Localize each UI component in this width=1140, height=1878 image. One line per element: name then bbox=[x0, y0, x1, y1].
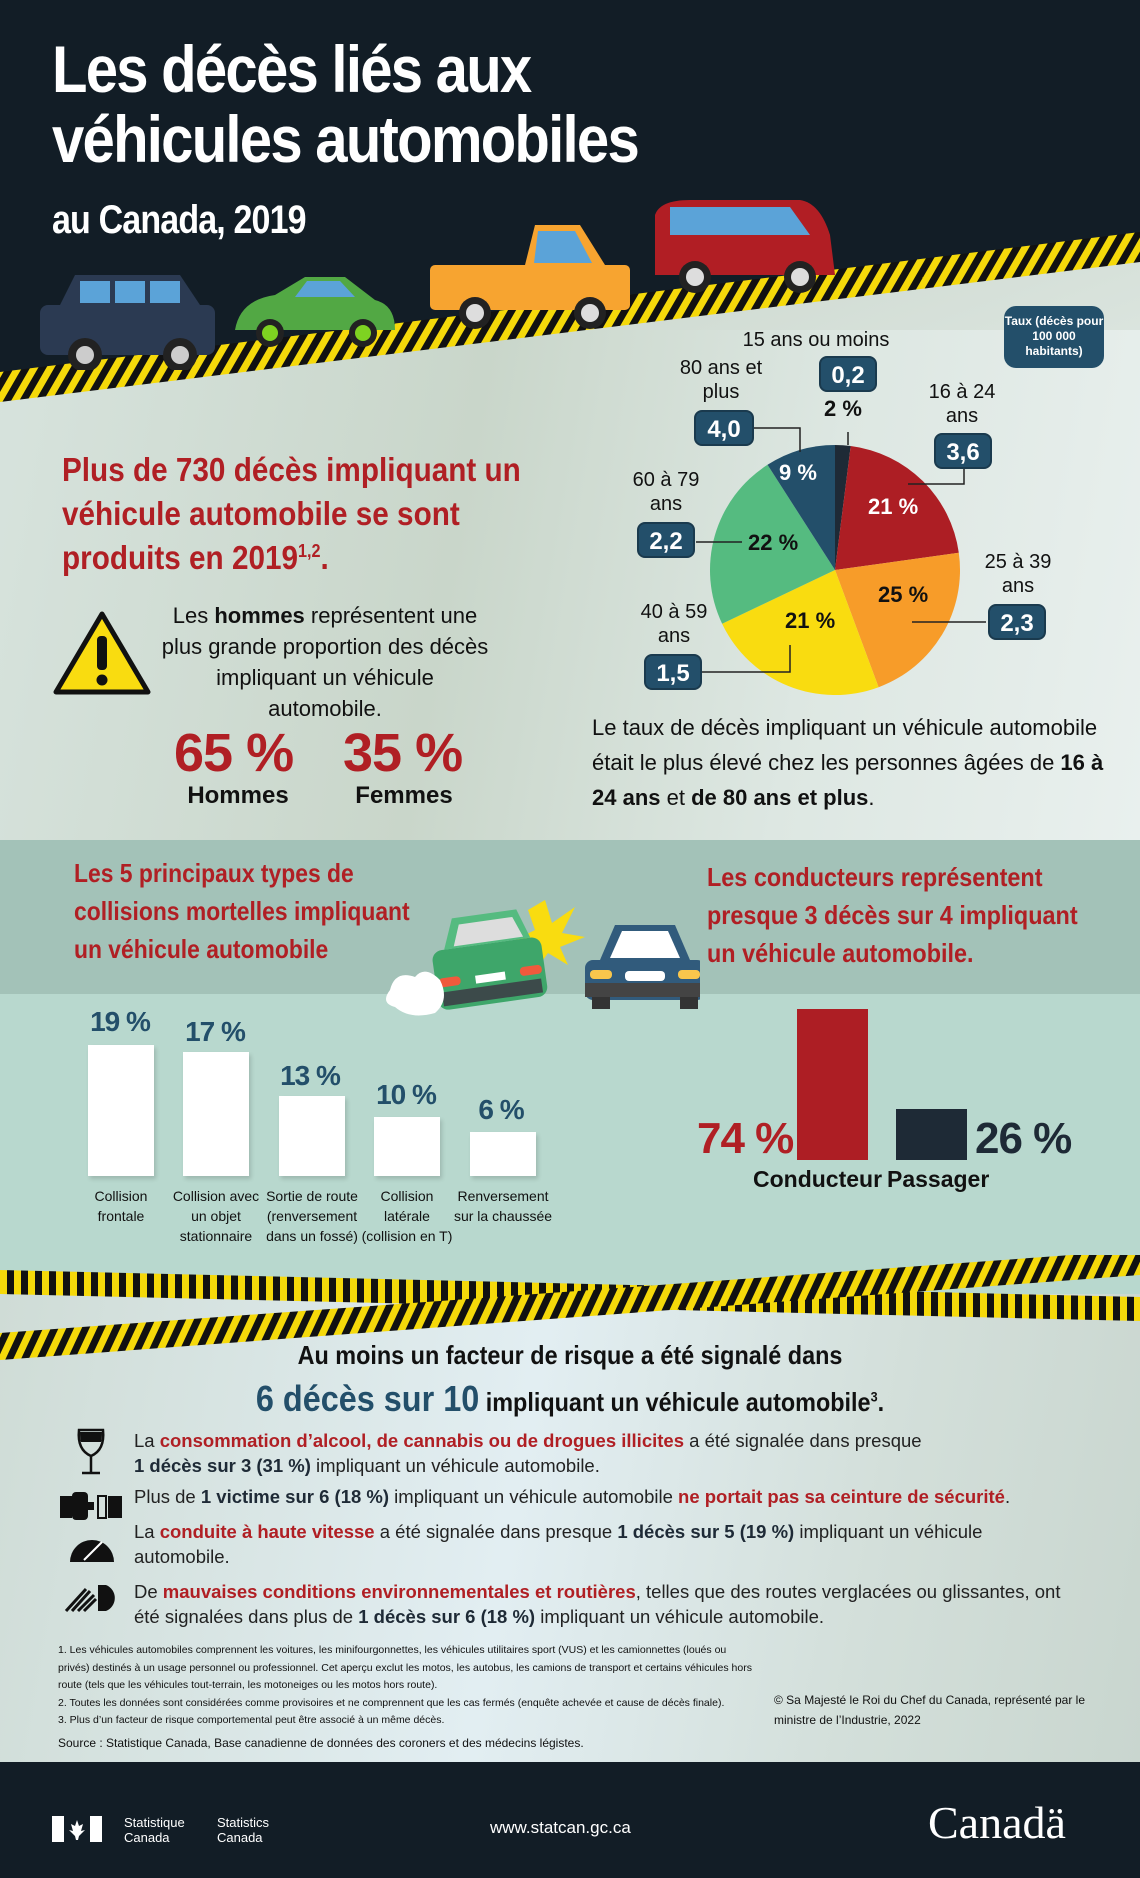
title-line-2: véhicules automobiles bbox=[52, 102, 640, 176]
collision-bar-2 bbox=[183, 1052, 249, 1176]
driver-bar bbox=[797, 1009, 868, 1160]
title-line-1: Les décès liés aux bbox=[52, 32, 532, 106]
minivan-icon bbox=[655, 200, 835, 293]
age-label-15-under: 15 ans ou moins bbox=[742, 329, 890, 351]
smoke-icon bbox=[386, 971, 444, 1016]
rate-box-25-39: 2,3 bbox=[988, 604, 1046, 640]
collision-pct-2: 17 % bbox=[185, 1016, 246, 1047]
passenger-percentage: 26 % bbox=[975, 1114, 1072, 1163]
impact-star-icon bbox=[515, 900, 585, 967]
caution-tape bbox=[0, 1255, 1140, 1360]
collision-label-1: Collision frontale bbox=[94, 1188, 148, 1224]
risk-heading-line-2: 6 décès sur 10 impliquant un véhicule au… bbox=[255, 1378, 885, 1419]
suv-icon bbox=[40, 275, 215, 370]
women-percentage: 35 % bbox=[343, 723, 463, 783]
collision-label-4: Collision latérale (collision en T) bbox=[361, 1188, 453, 1244]
footnote-1: 1. Les véhicules automobiles comprennent… bbox=[58, 1644, 752, 1691]
copyright-note: © Sa Majesté le Roi du Chef du Canada, r… bbox=[774, 1693, 1086, 1727]
passenger-bar bbox=[896, 1109, 967, 1160]
rate-box-40-59: 1,5 bbox=[644, 654, 702, 690]
women-label: Femmes bbox=[355, 782, 453, 809]
statcan-en-label: Statistics Canada bbox=[217, 1815, 270, 1845]
pie-label-40-59: 21 % bbox=[785, 608, 836, 633]
men-percentage: 65 % bbox=[174, 723, 294, 783]
cars-illustration bbox=[40, 200, 835, 370]
pickup-truck-icon bbox=[430, 225, 630, 329]
footnote-2: 2. Toutes les données sont considérées c… bbox=[58, 1696, 725, 1709]
passenger-label: Passager bbox=[887, 1166, 990, 1192]
headline-730-deaths: Plus de 730 décès impliquant un véhicule… bbox=[62, 451, 521, 576]
speedometer-icon bbox=[70, 1540, 114, 1562]
rate-box-15-under: 0,2 bbox=[819, 356, 877, 392]
age-rate-note: Le taux de décès impliquant un véhicule … bbox=[592, 715, 1104, 810]
pie-label-80plus: 9 % bbox=[779, 460, 817, 485]
sports-car-icon bbox=[235, 277, 395, 347]
seatbelt-icon bbox=[60, 1492, 122, 1520]
canada-flag-icon bbox=[52, 1816, 102, 1842]
risk-item-speed: La conduite à haute vitesse a été signal… bbox=[134, 1521, 983, 1567]
age-pie-chart bbox=[709, 445, 961, 696]
rate-legend: Taux (décès pour 100 000 habitants) bbox=[1004, 306, 1104, 368]
collision-bar-1 bbox=[88, 1045, 154, 1176]
rate-box-80plus: 4,0 bbox=[694, 410, 754, 446]
blue-car-icon bbox=[585, 925, 700, 1009]
collision-pct-5: 6 % bbox=[478, 1094, 524, 1125]
collision-pct-1: 19 % bbox=[90, 1006, 151, 1037]
risk-heading-line-1: Au moins un facteur de risque a été sign… bbox=[297, 1340, 843, 1370]
risk-item-alcohol: La consommation d’alcool, de cannabis ou… bbox=[134, 1430, 922, 1476]
collisions-title: Les 5 principaux types de collisions mor… bbox=[74, 858, 410, 964]
pie-label-25-39: 25 % bbox=[878, 582, 929, 607]
driver-percentage: 74 % bbox=[697, 1114, 794, 1163]
canada-wordmark: Canadä bbox=[928, 1797, 1066, 1848]
green-car-icon bbox=[432, 909, 548, 1010]
collision-label-2: Collision avec un objet stationnaire bbox=[172, 1188, 260, 1244]
rate-box-60-79: 2,2 bbox=[637, 522, 695, 558]
pie-label-60-79: 22 % bbox=[748, 530, 799, 555]
statcan-fr-label: Statistique Canada bbox=[124, 1815, 185, 1845]
road-conditions-icon bbox=[64, 1585, 115, 1613]
age-label-40-59: 40 à 59 ans bbox=[640, 601, 708, 647]
collision-bar-4 bbox=[374, 1117, 440, 1176]
collision-label-5: Renversement sur la chaussée bbox=[453, 1188, 553, 1224]
collision-pct-4: 10 % bbox=[376, 1079, 437, 1110]
driver-label: Conducteur bbox=[753, 1166, 883, 1192]
wine-glass-icon bbox=[77, 1428, 105, 1475]
pie-label-15-under: 2 % bbox=[824, 396, 862, 421]
title-line-3: au Canada, 2019 bbox=[52, 198, 307, 242]
collision-bar-3 bbox=[279, 1096, 345, 1176]
collision-pct-3: 13 % bbox=[280, 1060, 341, 1091]
car-crash-illustration bbox=[386, 900, 700, 1016]
drivers-title: Les conducteurs représentent presque 3 d… bbox=[707, 862, 1078, 968]
pie-label-16-24: 21 % bbox=[868, 494, 919, 519]
gender-description: Les hommes représentent une plus grande … bbox=[161, 603, 489, 721]
age-label-16-24: 16 à 24 ans bbox=[928, 381, 996, 427]
collision-bar-5 bbox=[470, 1132, 536, 1176]
source-note: Source : Statistique Canada, Base canadi… bbox=[58, 1736, 584, 1750]
statcan-url-link[interactable]: www.statcan.gc.ca bbox=[490, 1818, 631, 1837]
risk-item-seatbelt: Plus de 1 victime sur 6 (18 %) impliquan… bbox=[134, 1486, 1011, 1507]
footnote-3: 3. Plus d’un facteur de risque comportem… bbox=[58, 1714, 445, 1726]
rate-box-16-24: 3,6 bbox=[934, 433, 992, 469]
age-label-25-39: 25 à 39 ans bbox=[984, 551, 1052, 597]
footnotes: 1. Les véhicules automobiles comprennent… bbox=[58, 1642, 758, 1730]
warning-icon bbox=[53, 611, 151, 695]
men-label: Hommes bbox=[187, 782, 289, 809]
risk-background bbox=[0, 1294, 1140, 1764]
age-label-60-79: 60 à 79 ans bbox=[632, 469, 700, 515]
age-label-80plus: 80 ans et plus bbox=[679, 357, 763, 403]
risk-item-road-conditions: De mauvaises conditions environnementale… bbox=[134, 1581, 1061, 1627]
collision-label-3: Sortie de route (renversement dans un fo… bbox=[266, 1188, 358, 1244]
footer bbox=[0, 1762, 1140, 1878]
